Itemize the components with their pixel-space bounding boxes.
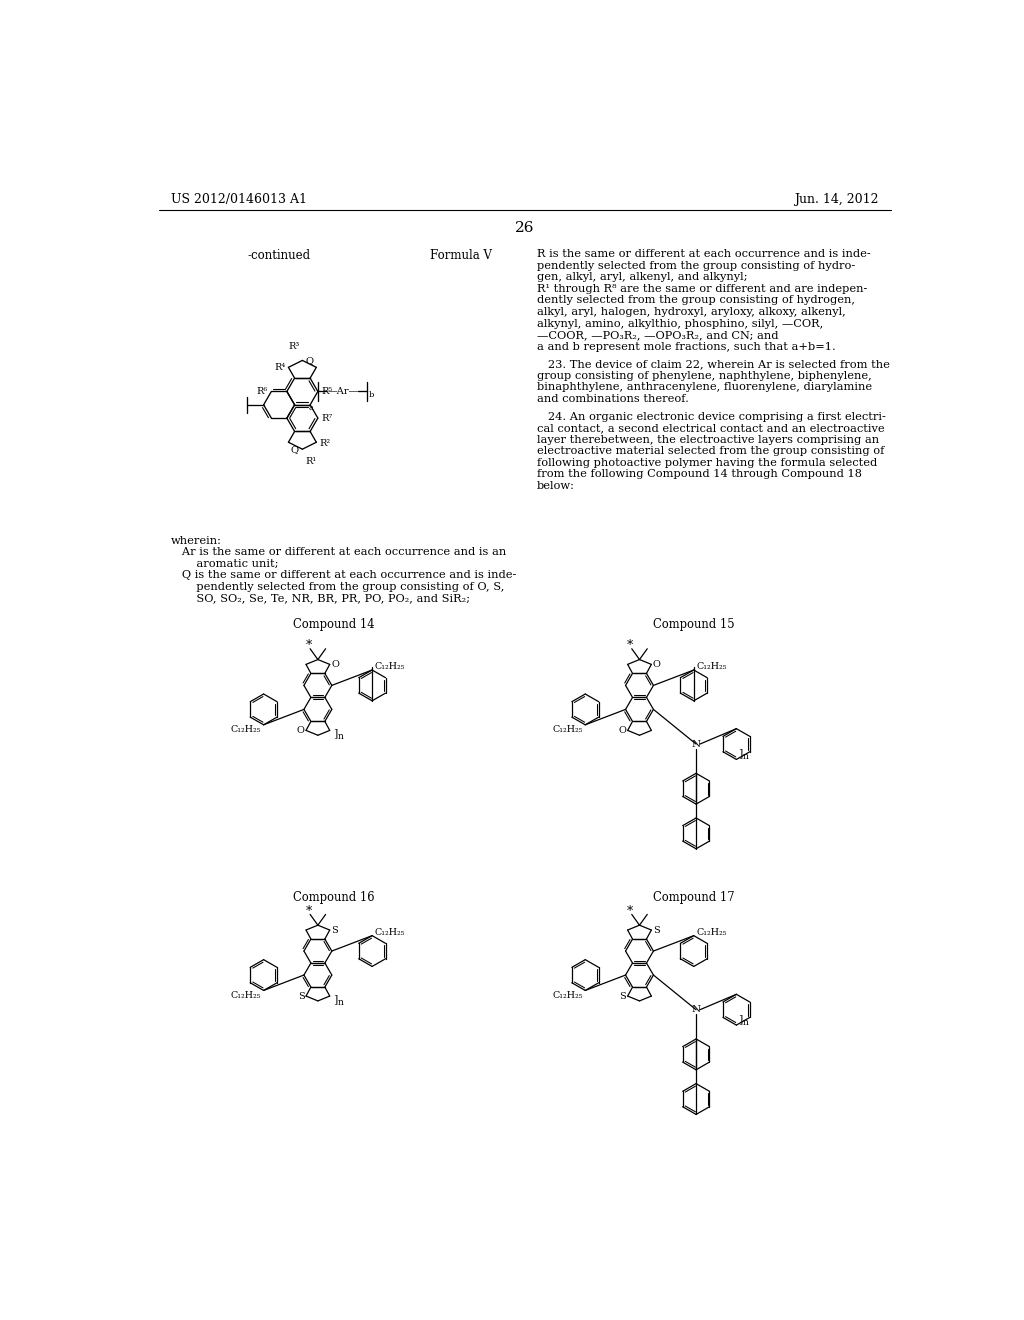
Text: following photoactive polymer having the formula selected: following photoactive polymer having the…: [538, 458, 878, 467]
Text: S: S: [298, 991, 304, 1001]
Text: Jun. 14, 2012: Jun. 14, 2012: [795, 193, 879, 206]
Text: layer therebetween, the electroactive layers comprising an: layer therebetween, the electroactive la…: [538, 434, 880, 445]
Text: 23. The device of claim 22, wherein Ar is selected from the: 23. The device of claim 22, wherein Ar i…: [538, 359, 890, 370]
Text: C₁₂H₂₅: C₁₂H₂₅: [552, 990, 583, 999]
Text: N: N: [691, 739, 700, 748]
Text: Q: Q: [291, 445, 299, 454]
Text: aromatic unit;: aromatic unit;: [171, 558, 279, 569]
Text: R⁶: R⁶: [257, 387, 268, 396]
Text: Formula V: Formula V: [430, 249, 493, 263]
Text: Compound 17: Compound 17: [653, 891, 734, 904]
Text: ]: ]: [333, 994, 337, 1005]
Text: R¹ through R⁸ are the same or different and are indepen-: R¹ through R⁸ are the same or different …: [538, 284, 867, 294]
Text: S: S: [620, 991, 626, 1001]
Text: R⁷: R⁷: [321, 413, 332, 422]
Text: below:: below:: [538, 480, 575, 491]
Text: O: O: [332, 660, 339, 669]
Text: n: n: [742, 752, 749, 760]
Text: R is the same or different at each occurrence and is inde-: R is the same or different at each occur…: [538, 249, 871, 259]
Text: cal contact, a second electrical contact and an electroactive: cal contact, a second electrical contact…: [538, 424, 885, 433]
Text: R⁵: R⁵: [321, 387, 332, 396]
Text: C₁₂H₂₅: C₁₂H₂₅: [230, 725, 261, 734]
Text: Ar is the same or different at each occurrence and is an: Ar is the same or different at each occu…: [171, 548, 506, 557]
Text: dently selected from the group consisting of hydrogen,: dently selected from the group consistin…: [538, 296, 855, 305]
Text: C₁₂H₂₅: C₁₂H₂₅: [375, 663, 404, 672]
Text: *: *: [627, 904, 633, 917]
Text: from the following Compound 14 through Compound 18: from the following Compound 14 through C…: [538, 470, 862, 479]
Text: Q is the same or different at each occurrence and is inde-: Q is the same or different at each occur…: [171, 570, 516, 581]
Text: C₁₂H₂₅: C₁₂H₂₅: [696, 928, 727, 937]
Text: S: S: [332, 925, 338, 935]
Text: n: n: [338, 998, 343, 1007]
Text: Q: Q: [305, 356, 313, 364]
Text: *: *: [627, 639, 633, 652]
Text: *: *: [305, 639, 311, 652]
Text: ]: ]: [333, 729, 337, 738]
Text: Compound 16: Compound 16: [293, 891, 374, 904]
Text: n: n: [338, 733, 343, 741]
Text: 24. An organic electronic device comprising a first electri-: 24. An organic electronic device compris…: [538, 412, 886, 421]
Text: a: a: [308, 404, 313, 412]
Text: wherein:: wherein:: [171, 536, 221, 545]
Text: R¹: R¹: [305, 457, 316, 466]
Text: S: S: [653, 925, 659, 935]
Text: Compound 14: Compound 14: [293, 618, 374, 631]
Text: ]: ]: [738, 1014, 742, 1024]
Text: ]: ]: [738, 748, 742, 758]
Text: gen, alkyl, aryl, alkenyl, and alkynyl;: gen, alkyl, aryl, alkenyl, and alkynyl;: [538, 272, 748, 282]
Text: *: *: [305, 904, 311, 917]
Text: group consisting of phenylene, naphthylene, biphenylene,: group consisting of phenylene, naphthyle…: [538, 371, 872, 381]
Text: alkyl, aryl, halogen, hydroxyl, aryloxy, alkoxy, alkenyl,: alkyl, aryl, halogen, hydroxyl, aryloxy,…: [538, 308, 846, 317]
Text: R²: R²: [319, 440, 331, 449]
Text: C₁₂H₂₅: C₁₂H₂₅: [375, 928, 404, 937]
Text: O: O: [297, 726, 304, 735]
Text: R³: R³: [288, 342, 299, 351]
Text: Compound 15: Compound 15: [653, 618, 734, 631]
Text: R⁴: R⁴: [274, 363, 286, 372]
Text: -continued: -continued: [248, 249, 310, 263]
Text: 26: 26: [515, 220, 535, 235]
Text: binaphthylene, anthracenylene, fluorenylene, diarylamine: binaphthylene, anthracenylene, fluorenyl…: [538, 383, 872, 392]
Text: and combinations thereof.: and combinations thereof.: [538, 395, 689, 404]
Text: US 2012/0146013 A1: US 2012/0146013 A1: [171, 193, 306, 206]
Text: pendently selected from the group consisting of O, S,: pendently selected from the group consis…: [171, 582, 504, 591]
Text: electroactive material selected from the group consisting of: electroactive material selected from the…: [538, 446, 885, 457]
Text: a and b represent mole fractions, such that a+b=1.: a and b represent mole fractions, such t…: [538, 342, 836, 351]
Text: C₁₂H₂₅: C₁₂H₂₅: [552, 725, 583, 734]
Text: C₁₂H₂₅: C₁₂H₂₅: [696, 663, 727, 672]
Text: N: N: [691, 1006, 700, 1014]
Text: SO, SO₂, Se, Te, NR, BR, PR, PO, PO₂, and SiR₂;: SO, SO₂, Se, Te, NR, BR, PR, PO, PO₂, an…: [171, 594, 470, 603]
Text: b: b: [369, 391, 375, 399]
Text: O: O: [618, 726, 626, 735]
Text: —COOR, —PO₃R₂, —OPO₃R₂, and CN; and: —COOR, —PO₃R₂, —OPO₃R₂, and CN; and: [538, 330, 778, 341]
Text: —Ar—: —Ar—: [328, 387, 358, 396]
Text: alkynyl, amino, alkylthio, phosphino, silyl, —COR,: alkynyl, amino, alkylthio, phosphino, si…: [538, 318, 823, 329]
Text: n: n: [742, 1018, 749, 1027]
Text: O: O: [653, 660, 660, 669]
Text: pendently selected from the group consisting of hydro-: pendently selected from the group consis…: [538, 261, 855, 271]
Text: C₁₂H₂₅: C₁₂H₂₅: [230, 990, 261, 999]
